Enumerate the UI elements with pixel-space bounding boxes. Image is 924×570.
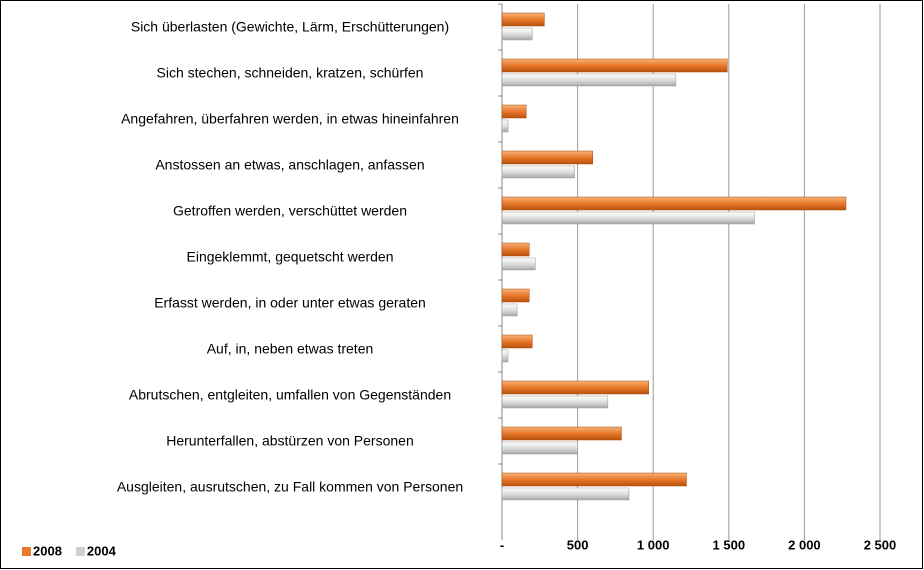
bar — [501, 165, 575, 179]
bar — [501, 196, 847, 211]
bar — [501, 73, 677, 87]
x-tick-label: 1 000 — [637, 537, 670, 552]
x-tick-label: 2 000 — [788, 537, 821, 552]
bar — [501, 257, 536, 271]
y-tick-label: Angefahren, überfahren werden, in etwas … — [121, 110, 459, 127]
bar — [501, 395, 609, 409]
y-tick-label: Abrutschen, entgleiten, umfallen von Geg… — [128, 386, 452, 403]
bar — [501, 12, 545, 27]
y-tick-label: Herunterfallen, abstürzen von Personen — [166, 432, 414, 449]
bar — [501, 380, 649, 395]
legend-label: 2004 — [87, 543, 117, 558]
legend-label: 2008 — [33, 543, 62, 558]
legend-swatch — [75, 547, 85, 556]
bar — [501, 472, 687, 487]
bar — [501, 27, 533, 41]
bar — [501, 119, 509, 133]
bar — [501, 211, 755, 225]
bar — [501, 349, 509, 363]
bar — [501, 242, 530, 257]
y-tick-label: Erfasst werden, in oder unter etwas gera… — [154, 294, 426, 311]
bar — [501, 288, 530, 303]
y-tick-label: Ausgleiten, ausrutschen, zu Fall kommen … — [116, 478, 464, 495]
bar — [501, 303, 518, 317]
x-tick-label: - — [500, 537, 504, 552]
bar — [501, 58, 728, 73]
y-tick-label: Sich überlasten (Gewichte, Lärm, Erschüt… — [130, 18, 450, 35]
y-tick-label: Sich stechen, schneiden, kratzen, schürf… — [156, 64, 424, 81]
bar — [501, 150, 593, 165]
bar — [501, 426, 622, 441]
x-tick-label: 1 500 — [713, 537, 746, 552]
y-tick-label: Anstossen an etwas, anschlagen, anfassen — [155, 156, 425, 173]
y-tick-label: Getroffen werden, verschüttet werden — [173, 202, 407, 219]
y-tick-label: Eingeklemmt, gequetscht werden — [186, 248, 394, 265]
x-tick-label: 2 500 — [864, 537, 897, 552]
bar — [501, 487, 630, 501]
bar — [501, 441, 578, 455]
bar — [501, 334, 533, 349]
y-tick-label: Auf, in, neben etwas treten — [206, 340, 374, 357]
legend-swatch — [22, 547, 31, 556]
bar — [501, 104, 527, 119]
x-tick-label: 500 — [567, 537, 589, 552]
